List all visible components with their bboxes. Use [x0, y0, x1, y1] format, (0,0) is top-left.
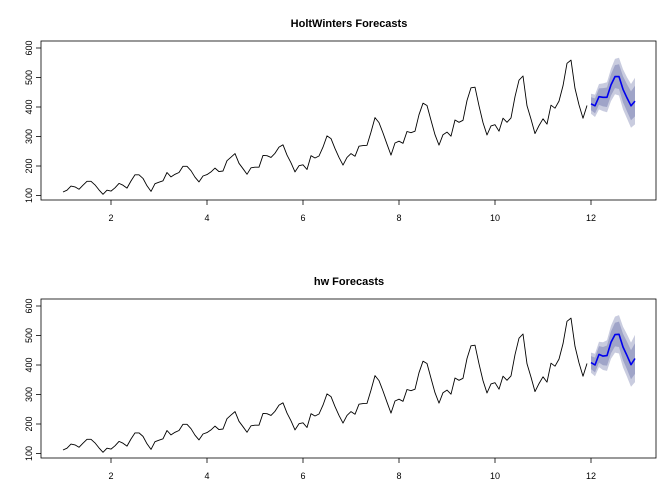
- x-tick-label: 8: [396, 471, 401, 481]
- y-tick-label: 400: [24, 357, 34, 372]
- band-95-hw: [591, 315, 635, 387]
- y-tick-label: 100: [24, 188, 34, 203]
- x-tick-label: 10: [490, 471, 500, 481]
- x-tick-label: 6: [300, 213, 305, 223]
- x-tick-label: 4: [204, 471, 209, 481]
- y-tick-label: 400: [24, 99, 34, 114]
- y-tick-label: 200: [24, 158, 34, 173]
- observed-line-hw: [62, 317, 588, 453]
- x-ticks-hw: 2 4 6 8 10 12: [108, 458, 596, 481]
- y-ticks-holtwinters: 100 200 300 400 500 600: [24, 40, 41, 203]
- panel-title-hw: hw Forecasts: [314, 276, 384, 288]
- forecast-line-holtwinters: [590, 75, 636, 107]
- forecast-line-hw: [590, 333, 636, 366]
- y-tick-label: 600: [24, 298, 34, 313]
- y-tick-label: 500: [24, 70, 34, 85]
- panel-title-holtwinters: HoltWinters Forecasts: [291, 18, 408, 30]
- y-ticks-hw: 100 200 300 400 500 600: [24, 298, 41, 461]
- y-tick-label: 300: [24, 129, 34, 144]
- x-tick-label: 8: [396, 213, 401, 223]
- y-tick-label: 300: [24, 387, 34, 402]
- x-tick-label: 4: [204, 213, 209, 223]
- x-tick-label: 12: [586, 471, 596, 481]
- plot-frame-hw: [40, 298, 657, 459]
- y-tick-label: 100: [24, 446, 34, 461]
- x-ticks-holtwinters: 2 4 6 8 10 12: [108, 200, 596, 223]
- panel-holtwinters: HoltWinters Forecasts 100 200 300 400 50…: [24, 18, 657, 223]
- band-95-holtwinters: [591, 57, 635, 128]
- x-tick-label: 12: [586, 213, 596, 223]
- plot-frame-holtwinters: [40, 40, 657, 201]
- band-80-hw: [591, 321, 635, 380]
- panel-hw: hw Forecasts 100 200 300 400 500 600 2 4…: [24, 276, 657, 481]
- observed-line-holtwinters: [62, 59, 588, 195]
- x-tick-label: 6: [300, 471, 305, 481]
- x-tick-label: 2: [108, 213, 113, 223]
- y-tick-label: 600: [24, 40, 34, 55]
- x-tick-label: 2: [108, 471, 113, 481]
- x-tick-label: 10: [490, 213, 500, 223]
- band-80-holtwinters: [591, 64, 635, 121]
- y-tick-label: 200: [24, 416, 34, 431]
- y-tick-label: 500: [24, 328, 34, 343]
